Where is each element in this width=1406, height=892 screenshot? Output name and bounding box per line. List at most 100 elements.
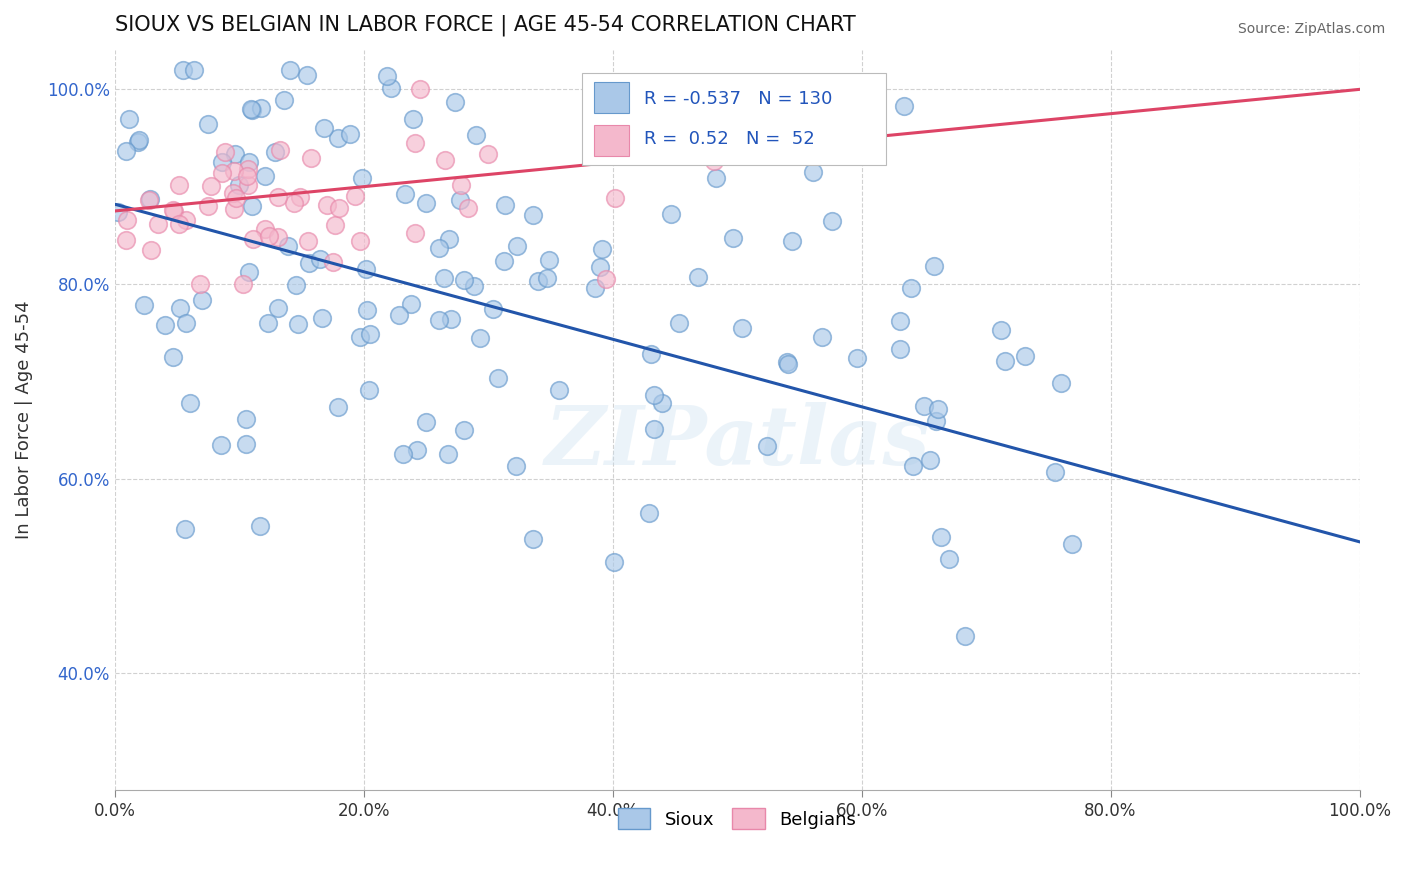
FancyBboxPatch shape [593, 125, 628, 156]
Sioux [506, 238, 529, 252]
FancyBboxPatch shape [582, 72, 887, 165]
Sioux [228, 178, 250, 193]
Sioux [468, 331, 491, 345]
Sioux [449, 193, 471, 207]
Sioux [415, 415, 437, 429]
Belgians [269, 143, 291, 157]
Sioux [349, 330, 371, 344]
Belgians [328, 201, 350, 215]
Sioux [889, 342, 911, 356]
Sioux [240, 103, 263, 117]
Sioux [756, 439, 779, 453]
Belgians [254, 222, 277, 236]
Sioux [273, 93, 295, 107]
Sioux [893, 99, 915, 113]
Sioux [522, 207, 544, 221]
Sioux [179, 396, 201, 410]
Belgians [799, 96, 821, 111]
Belgians [146, 217, 169, 231]
Sioux [174, 317, 197, 331]
Sioux [172, 62, 194, 77]
Sioux [704, 170, 727, 185]
Sioux [401, 296, 423, 310]
Text: SIOUX VS BELGIAN IN LABOR FORCE | AGE 45-54 CORRELATION CHART: SIOUX VS BELGIAN IN LABOR FORCE | AGE 45… [115, 15, 855, 37]
Sioux [538, 253, 561, 268]
Sioux [527, 274, 550, 288]
Sioux [402, 112, 425, 127]
Sioux [927, 401, 949, 416]
Sioux [375, 69, 398, 83]
Sioux [1050, 376, 1073, 391]
Sioux [912, 399, 935, 413]
Sioux [955, 630, 977, 644]
Sioux [801, 165, 824, 179]
Belgians [404, 136, 426, 151]
Sioux [312, 120, 335, 135]
Belgians [297, 234, 319, 248]
Y-axis label: In Labor Force | Age 45-54: In Labor Force | Age 45-54 [15, 301, 32, 540]
Sioux [505, 459, 527, 474]
Sioux [380, 80, 402, 95]
Sioux [1062, 537, 1084, 551]
Belgians [167, 178, 190, 193]
Belgians [162, 203, 184, 218]
Sioux [277, 239, 299, 253]
Sioux [359, 383, 381, 397]
Sioux [522, 532, 544, 546]
Sioux [486, 371, 509, 385]
Sioux [821, 213, 844, 227]
Sioux [427, 241, 450, 255]
Belgians [222, 202, 245, 217]
Belgians [174, 212, 197, 227]
Sioux [583, 281, 606, 295]
Sioux [603, 555, 626, 569]
Text: R = -0.537   N = 130: R = -0.537 N = 130 [644, 89, 832, 108]
Sioux [298, 255, 321, 269]
Sioux [139, 192, 162, 206]
Belgians [409, 82, 432, 96]
Sioux [929, 530, 952, 544]
Sioux [128, 133, 150, 147]
Sioux [311, 310, 333, 325]
Belgians [603, 191, 626, 205]
Belgians [188, 277, 211, 291]
Sioux [433, 271, 456, 285]
Sioux [169, 301, 191, 316]
Sioux [453, 423, 475, 437]
Sioux [127, 135, 149, 149]
Sioux [589, 260, 612, 274]
Sioux [494, 253, 516, 268]
Sioux [326, 131, 349, 145]
Belgians [257, 228, 280, 243]
Sioux [356, 303, 378, 318]
Sioux [1014, 349, 1036, 363]
Sioux [453, 272, 475, 286]
Belgians [299, 151, 322, 165]
Sioux [651, 396, 673, 410]
Sioux [548, 383, 571, 397]
Text: ZIPatlas: ZIPatlas [544, 402, 929, 483]
Sioux [922, 259, 945, 273]
Text: Source: ZipAtlas.com: Source: ZipAtlas.com [1237, 22, 1385, 37]
Sioux [392, 447, 415, 461]
Sioux [190, 293, 212, 307]
Belgians [450, 178, 472, 192]
Sioux [394, 187, 416, 202]
Sioux [900, 281, 922, 295]
Sioux [437, 232, 460, 246]
Sioux [257, 316, 280, 330]
Belgians [349, 234, 371, 248]
Belgians [703, 153, 725, 168]
Sioux [901, 458, 924, 473]
Belgians [138, 193, 160, 207]
Belgians [200, 178, 222, 193]
Sioux [494, 197, 516, 211]
Belgians [222, 186, 245, 200]
Sioux [427, 313, 450, 327]
Sioux [889, 314, 911, 328]
Sioux [134, 298, 156, 312]
Belgians [232, 277, 254, 291]
Belgians [163, 204, 186, 219]
Sioux [388, 308, 411, 322]
Sioux [437, 447, 460, 461]
